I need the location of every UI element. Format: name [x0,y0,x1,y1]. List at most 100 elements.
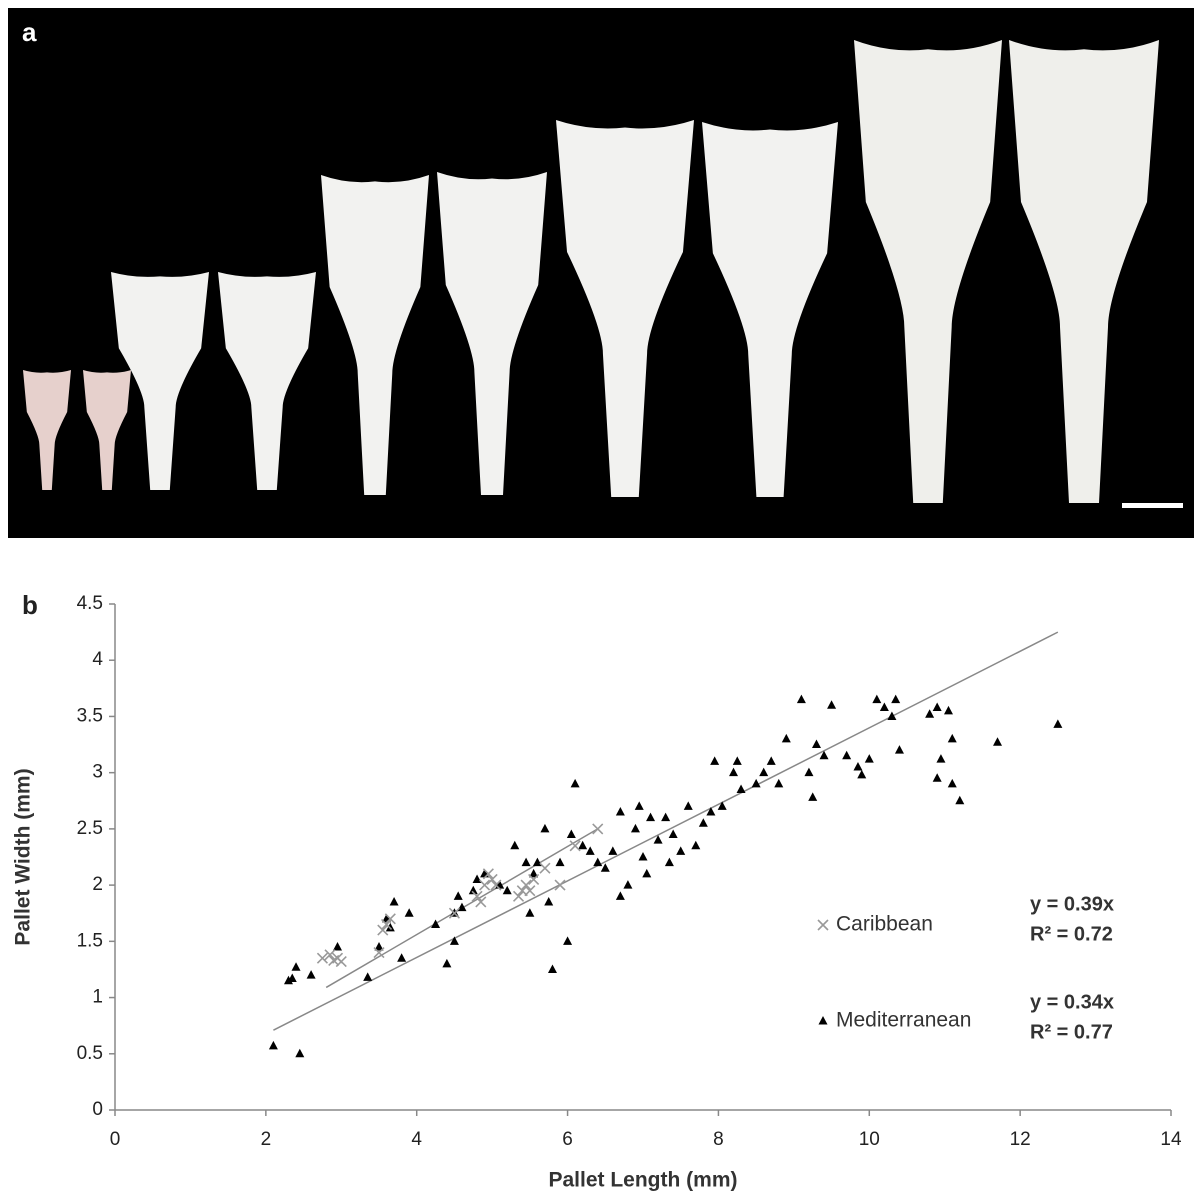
point [638,852,648,861]
point [615,807,625,816]
point [385,922,395,932]
panel-label: b [22,590,38,620]
pallet-photo [23,40,1159,503]
point [316,952,328,964]
legend-label: Caribbean [836,913,933,936]
point [623,880,633,889]
point [380,918,393,931]
pallet [556,120,694,497]
point [442,958,452,968]
point [335,956,347,968]
point [691,840,701,850]
point [554,879,566,891]
point [520,879,532,891]
y-axis-label: Pallet Width (mm) [12,768,35,945]
pallet [321,175,429,495]
point [751,778,761,788]
point [943,705,953,715]
point [993,737,1003,746]
point [404,908,414,917]
point [683,801,693,810]
pallet [218,272,316,490]
point [925,709,935,718]
point [389,896,399,906]
point [569,840,581,852]
point [766,756,776,765]
point [819,750,829,760]
point [431,919,441,928]
point [947,778,957,788]
point [932,702,942,711]
point [600,863,610,872]
point [879,702,889,711]
point [804,767,814,777]
point [872,694,882,704]
y-tick-label: 1.5 [77,930,103,951]
point [891,694,901,704]
point [486,873,498,886]
point [510,840,520,850]
y-tick-label: 1 [92,987,103,1008]
point [490,879,502,891]
point [291,962,301,971]
point [732,756,742,765]
r-squared: R² = 0.72 [1030,923,1113,945]
x-tick-label: 0 [110,1129,121,1150]
x-tick-label: 10 [859,1129,880,1150]
equation: y = 0.39x [1030,893,1114,915]
point [502,885,512,895]
point [479,879,491,891]
x-tick-label: 6 [562,1129,573,1150]
point [373,947,385,959]
point [668,829,678,839]
point [539,862,551,874]
x-tick-label: 12 [1010,1129,1031,1150]
x-tick-label: 2 [261,1129,272,1150]
point [547,964,557,973]
pallet [437,172,547,495]
point [894,745,904,754]
scale-bar [1122,503,1183,508]
point [482,868,494,880]
point [521,857,531,867]
point [827,700,837,709]
point [468,885,478,895]
point [306,970,316,979]
pallet [111,272,209,490]
point [512,890,525,902]
y-tick-label: 0 [92,1099,103,1120]
point [578,840,588,850]
x-tick-label: 14 [1160,1129,1182,1150]
point [524,885,536,897]
point [781,733,791,743]
point [887,711,897,720]
point [563,936,573,945]
point [736,784,746,794]
point [374,941,384,951]
legend-marker [817,919,829,931]
point [529,868,539,878]
point [853,762,863,771]
y-tick-label: 3 [92,762,103,783]
point [570,778,580,788]
pallet [23,370,71,490]
point [528,873,540,886]
point [525,908,535,917]
point [634,801,644,810]
point [608,846,618,855]
point [397,953,407,962]
x-tick-label: 4 [411,1129,422,1150]
point [324,949,336,961]
point [475,896,487,908]
point [774,778,784,788]
point [333,941,343,951]
point [384,913,396,925]
point [585,846,595,855]
point [646,812,656,822]
r-squared: R² = 0.77 [1030,1021,1113,1043]
point [555,857,565,867]
point [808,792,818,801]
point [729,767,739,777]
point [706,807,716,816]
point [759,767,769,777]
